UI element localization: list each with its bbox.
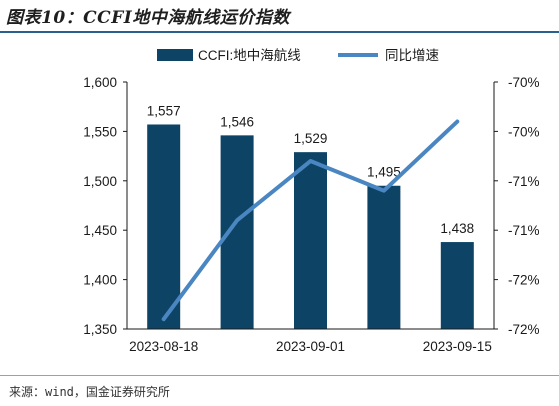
left-axis-tick-label: 1,550 bbox=[83, 124, 117, 139]
figure-title: 图表10：CCFI地中海航线运价指数 bbox=[6, 8, 290, 28]
bar bbox=[367, 185, 401, 329]
bar bbox=[440, 242, 474, 329]
right-axis-tick-label: -70% bbox=[508, 75, 540, 90]
right-axis-tick-label: -72% bbox=[508, 273, 540, 288]
bar-data-label: 1,529 bbox=[294, 131, 328, 146]
legend-swatch-bar bbox=[157, 49, 193, 61]
bar bbox=[220, 135, 254, 329]
left-axis-tick-label: 1,350 bbox=[83, 322, 117, 337]
bar bbox=[294, 152, 327, 329]
legend: CCFI:地中海航线 同比增速 bbox=[157, 48, 439, 63]
x-axis-tick-label: 2023-09-01 bbox=[276, 339, 345, 354]
left-axis-tick-label: 1,450 bbox=[83, 223, 117, 238]
line-path bbox=[161, 119, 460, 322]
line-series bbox=[161, 119, 460, 322]
left-axis-tick-label: 1,400 bbox=[83, 273, 117, 288]
bar-data-labels: 1,557 1,546 1,529 1,495 1,438 bbox=[147, 103, 474, 236]
right-axis-tick-label: -71% bbox=[508, 223, 540, 238]
axes: 1,350 1,400 1,450 1,500 1,550 1,600 -72% -72% -7… bbox=[83, 75, 539, 354]
source-divider bbox=[0, 375, 559, 376]
x-axis-tick-label: 2023-08-18 bbox=[129, 339, 198, 354]
right-axis-tick-label: -70% bbox=[508, 124, 540, 139]
bar bbox=[147, 124, 181, 329]
chart-canvas: CCFI:地中海航线 同比增速 1,557 1,546 1,529 1,495 1,438… bbox=[83, 48, 539, 354]
x-axis-tick-label: 2023-09-15 bbox=[423, 339, 492, 354]
left-axis-tick-label: 1,500 bbox=[83, 174, 117, 189]
right-axis-tick-label: -72% bbox=[508, 322, 540, 337]
bar-data-label: 1,546 bbox=[220, 114, 254, 129]
left-axis-tick-label: 1,600 bbox=[83, 75, 117, 90]
source-note: 来源：wind，国金证券研究所 bbox=[9, 385, 170, 399]
right-axis-tick-label: -71% bbox=[508, 174, 540, 189]
bar-series bbox=[147, 124, 474, 329]
bar-data-label: 1,557 bbox=[147, 103, 181, 118]
bar-data-label: 1,438 bbox=[440, 221, 474, 236]
bar-data-label: 1,495 bbox=[367, 165, 401, 180]
title-divider bbox=[0, 31, 559, 33]
legend-label-bar: CCFI:地中海航线 bbox=[198, 48, 301, 63]
legend-label-line: 同比增速 bbox=[385, 48, 439, 63]
